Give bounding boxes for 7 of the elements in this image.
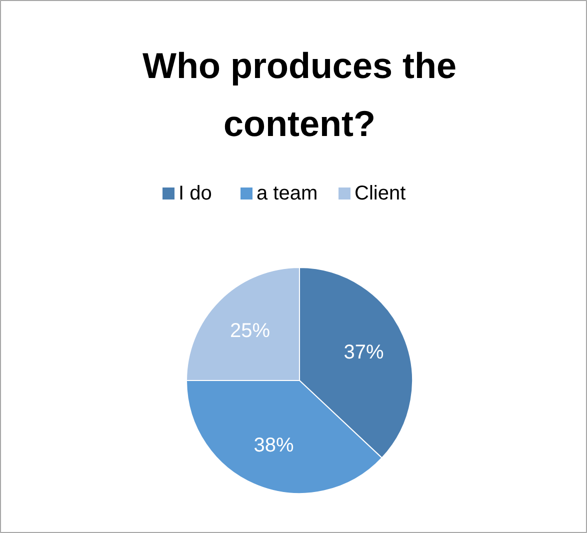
data-label: 25% — [230, 320, 270, 342]
legend-label: I do — [178, 182, 212, 204]
legend-label: a team — [256, 182, 318, 204]
data-label: 38% — [254, 434, 294, 457]
data-label: 37% — [344, 342, 384, 364]
legend-label: Client — [354, 182, 406, 204]
chart-title: Who produces the content? — [142, 45, 456, 144]
